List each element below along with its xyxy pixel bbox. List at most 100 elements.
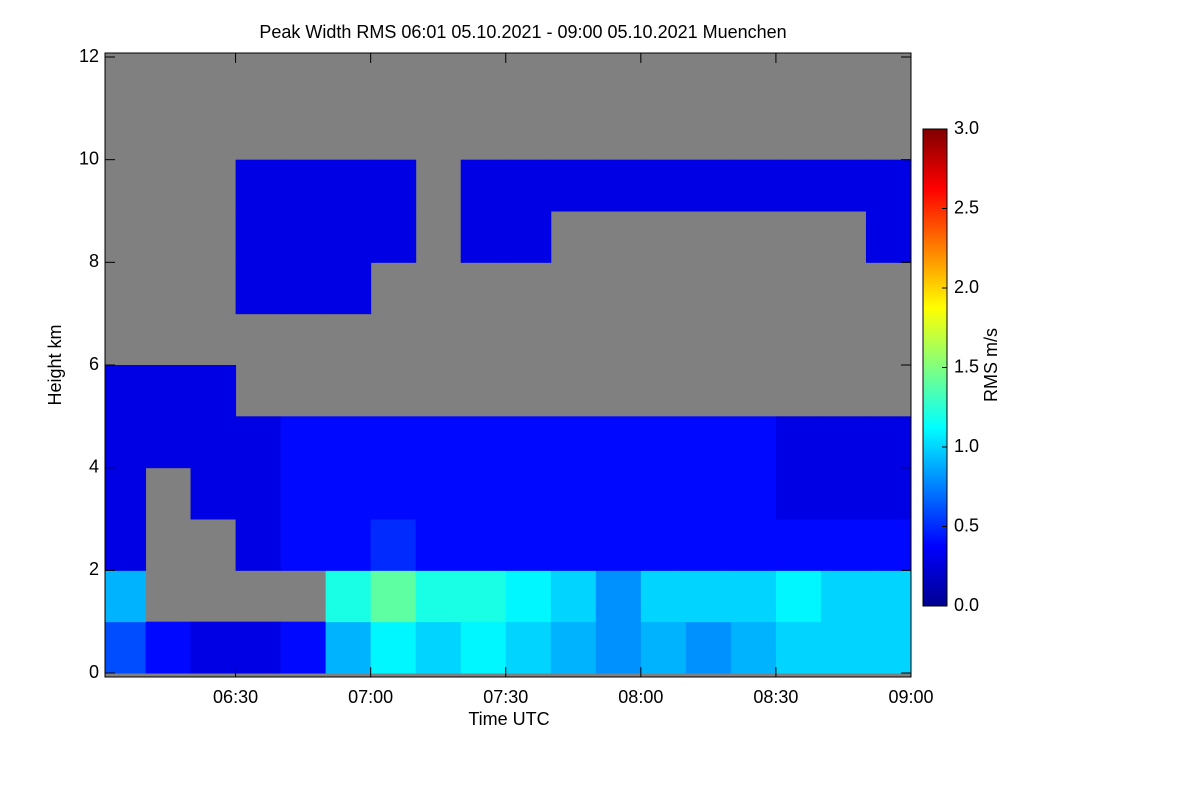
heatmap-cell — [820, 467, 867, 520]
colorbar-tick-label: 1.5 — [954, 356, 979, 376]
heatmap-cell — [550, 621, 597, 674]
heatmap-cell — [820, 159, 867, 212]
heatmap-cell — [460, 621, 507, 674]
heatmap-cell — [325, 262, 372, 315]
heatmap-cell — [415, 416, 462, 469]
heatmap-cell — [325, 416, 372, 469]
y-tick-label: 10 — [79, 148, 99, 168]
heatmap-cell — [775, 621, 822, 674]
heatmap-cell — [820, 621, 867, 674]
heatmap-cell — [325, 621, 372, 674]
heatmap-cell — [685, 570, 732, 623]
heatmap-cell — [370, 416, 417, 469]
x-tick-label: 08:30 — [753, 687, 798, 707]
x-axis-label: Time UTC — [468, 709, 549, 729]
heatmap-cell — [640, 416, 687, 469]
heatmap-cell — [235, 416, 282, 469]
heatmap-cell — [370, 570, 417, 623]
heatmap-cell — [505, 621, 552, 674]
heatmap-cell — [550, 467, 597, 520]
heatmap-cell — [105, 365, 147, 417]
heatmap-cell — [640, 519, 687, 571]
heatmap-cell — [325, 211, 372, 263]
colorbar-tick-label: 1.0 — [954, 436, 979, 456]
heatmap-cell — [730, 159, 777, 212]
heatmap-cell — [280, 519, 327, 571]
heatmap-cell — [460, 211, 507, 263]
heatmap-cell — [235, 211, 282, 263]
heatmap-cell — [325, 467, 372, 520]
heatmap-cell — [280, 262, 327, 315]
colorbar-tick-label: 0.0 — [954, 595, 979, 615]
y-tick-label: 6 — [89, 354, 99, 374]
heatmap-cell — [190, 416, 237, 469]
heatmap-cell — [280, 416, 327, 469]
heatmap-cell — [235, 467, 282, 520]
heatmap-cell — [730, 519, 777, 571]
colorbar-label: RMS m/s — [981, 328, 1001, 402]
heatmap-cell — [640, 621, 687, 674]
heatmap-cell — [415, 570, 462, 623]
colorbar-tick-label: 0.5 — [954, 515, 979, 535]
heatmap-cell — [460, 519, 507, 571]
y-tick-label: 8 — [89, 251, 99, 271]
heatmap-cell — [550, 570, 597, 623]
heatmap-cell — [415, 467, 462, 520]
heatmap-cell — [820, 416, 867, 469]
heatmap-cell — [730, 467, 777, 520]
heatmap-cell — [280, 621, 327, 674]
heatmap-cell — [505, 211, 552, 263]
heatmap-cell — [775, 416, 822, 469]
heatmap-cell — [550, 159, 597, 212]
chart-title: Peak Width RMS 06:01 05.10.2021 - 09:00 … — [259, 22, 786, 42]
x-tick-label: 07:30 — [483, 687, 528, 707]
heatmap-cell — [460, 159, 507, 212]
heatmap-cell — [280, 467, 327, 520]
heatmap-cell — [505, 570, 552, 623]
heatmap-cell — [505, 467, 552, 520]
heatmap-cell — [595, 416, 642, 469]
heatmap-cell — [730, 621, 777, 674]
heatmap-cell — [865, 159, 912, 212]
y-tick-label: 12 — [79, 46, 99, 66]
heatmap-cell — [595, 159, 642, 212]
heatmap-cell — [865, 467, 912, 520]
x-tick-label: 07:00 — [348, 687, 393, 707]
heatmap-cell — [190, 467, 237, 520]
heatmap-cell — [325, 159, 372, 212]
heatmap-cell — [685, 621, 732, 674]
heatmap-cell — [685, 467, 732, 520]
heatmap-cell — [595, 570, 642, 623]
heatmap-cell — [685, 519, 732, 571]
heatmap-cell — [865, 621, 912, 674]
heatmap-cell — [505, 416, 552, 469]
heatmap-cell — [505, 519, 552, 571]
y-axis-label: Height km — [45, 324, 65, 405]
colorbar-tick-label: 2.5 — [954, 197, 979, 217]
x-tick-label: 08:00 — [618, 687, 663, 707]
heatmap-cell — [460, 416, 507, 469]
heatmap-cell — [775, 467, 822, 520]
heatmap-cell — [370, 211, 417, 263]
heatmap-cell — [280, 159, 327, 212]
heatmap-cell — [280, 211, 327, 263]
heatmap-cell — [370, 467, 417, 520]
heatmap-cell — [235, 519, 282, 571]
heatmap-cell — [640, 570, 687, 623]
heatmap-cell — [145, 621, 192, 674]
y-tick-label: 4 — [89, 456, 99, 476]
y-tick-label: 2 — [89, 559, 99, 579]
heatmap-cell — [505, 159, 552, 212]
heatmap-cell — [325, 570, 372, 623]
heatmap-cell — [595, 621, 642, 674]
heatmap-cell — [865, 519, 912, 571]
colorbar-tick-label: 3.0 — [954, 118, 979, 138]
heatmap-cell — [190, 365, 237, 417]
heatmap-cell — [145, 416, 192, 469]
heatmap-cell — [865, 416, 912, 469]
heatmap-cell — [370, 621, 417, 674]
heatmap-cell — [685, 159, 732, 212]
heatmap-cell — [640, 159, 687, 212]
heatmap-cell — [105, 416, 147, 469]
